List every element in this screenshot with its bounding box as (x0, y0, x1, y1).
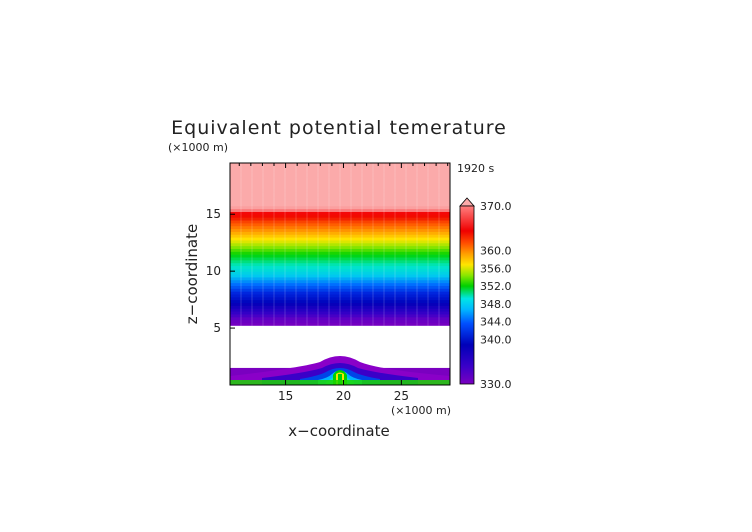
theta-band (230, 205, 450, 210)
theta-band (230, 168, 450, 173)
theta-band (230, 208, 450, 212)
theta-band (230, 174, 450, 178)
theta-band (230, 191, 450, 195)
theta-band (230, 316, 450, 321)
theta-band (230, 288, 450, 292)
theta-band (230, 285, 450, 289)
theta-band (230, 282, 450, 286)
y-tick-label: 15 (206, 207, 221, 221)
colorbar: 370.0 360.0 356.0 352.0 348.0 344.0 340.0 330.0 (459, 197, 512, 391)
colorbar-tick-label: 330.0 (480, 378, 512, 391)
theta-band (230, 200, 450, 204)
theta-band (230, 279, 450, 284)
theta-band (230, 262, 450, 267)
colorbar-tick-label: 356.0 (480, 262, 512, 275)
y-tick-label: 10 (206, 264, 221, 278)
colorbar-tick-label: 352.0 (480, 280, 512, 293)
theta-band (230, 185, 450, 190)
plot-gridlines (240, 163, 440, 326)
theta-band (230, 245, 450, 249)
colorbar-tick-label: 360.0 (480, 245, 512, 258)
theta-band (230, 293, 450, 298)
theta-band (230, 305, 450, 309)
x-unit-label: (×1000 m) (391, 404, 451, 417)
theta-band (230, 177, 450, 181)
theta-band (230, 274, 450, 278)
chart-title: Equivalent potential temerature (171, 117, 507, 139)
y-unit-label: (×1000 m) (168, 141, 228, 154)
theta-band (230, 225, 450, 230)
colorbar-tick-label: 340.0 (480, 334, 512, 347)
theta-band (230, 299, 450, 304)
theta-band (230, 319, 450, 323)
theta-band (230, 296, 450, 301)
theta-band (230, 214, 450, 218)
theta-band (230, 182, 450, 187)
theta-band (230, 211, 450, 215)
colorbar-tick-label: 370.0 (480, 200, 512, 213)
theta-band (230, 231, 450, 235)
theta-band (230, 248, 450, 252)
theta-band (230, 217, 450, 221)
plot-frame (229, 162, 451, 386)
theta-band (230, 180, 450, 184)
theta-band (230, 165, 450, 170)
theta-band (230, 268, 450, 272)
colorbar-extend-arrow (459, 197, 475, 207)
theta-band (230, 308, 450, 312)
theta-band (230, 265, 450, 269)
theta-band (230, 256, 450, 261)
y-tick-label: 5 (213, 321, 221, 335)
y-axis-ticks: 5 10 15 (206, 207, 235, 335)
theta-band (230, 242, 450, 247)
y-axis-label: z−coordinate (183, 224, 201, 324)
x-tick-label: 15 (278, 389, 293, 403)
theta-band (230, 322, 450, 326)
theta-band (230, 194, 450, 198)
theta-band (230, 202, 450, 207)
theta-band (230, 239, 450, 244)
x-axis-ticks: 15 20 25 (238, 163, 449, 403)
theta-band (230, 276, 450, 281)
theta-band (230, 237, 450, 241)
theta-band (230, 228, 450, 232)
theta-band (230, 197, 450, 201)
theta-band (230, 234, 450, 238)
theta-band (230, 311, 450, 315)
colorbar-tick-label: 348.0 (480, 298, 512, 311)
time-label: 1920 s (457, 162, 494, 175)
theta-band (230, 313, 450, 318)
theta-band (230, 271, 450, 275)
x-tick-label: 25 (394, 389, 409, 403)
theta-band (230, 302, 450, 306)
theta-band (230, 222, 450, 227)
theta-band (230, 219, 450, 224)
theta-band (230, 188, 450, 193)
theta-band (230, 291, 450, 295)
theta-band (230, 163, 450, 167)
theta-band (230, 254, 450, 258)
x-tick-label: 20 (336, 389, 351, 403)
colorbar-gradient (459, 205, 475, 385)
x-axis-label: x−coordinate (288, 422, 389, 440)
theta-band (230, 171, 450, 175)
terrain-plume (230, 356, 450, 385)
colorbar-tick-label: 344.0 (480, 316, 512, 329)
theta-band (230, 251, 450, 255)
theta-band (230, 259, 450, 264)
